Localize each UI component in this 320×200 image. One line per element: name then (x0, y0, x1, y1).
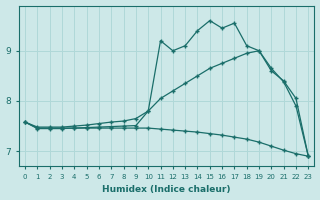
X-axis label: Humidex (Indice chaleur): Humidex (Indice chaleur) (102, 185, 231, 194)
